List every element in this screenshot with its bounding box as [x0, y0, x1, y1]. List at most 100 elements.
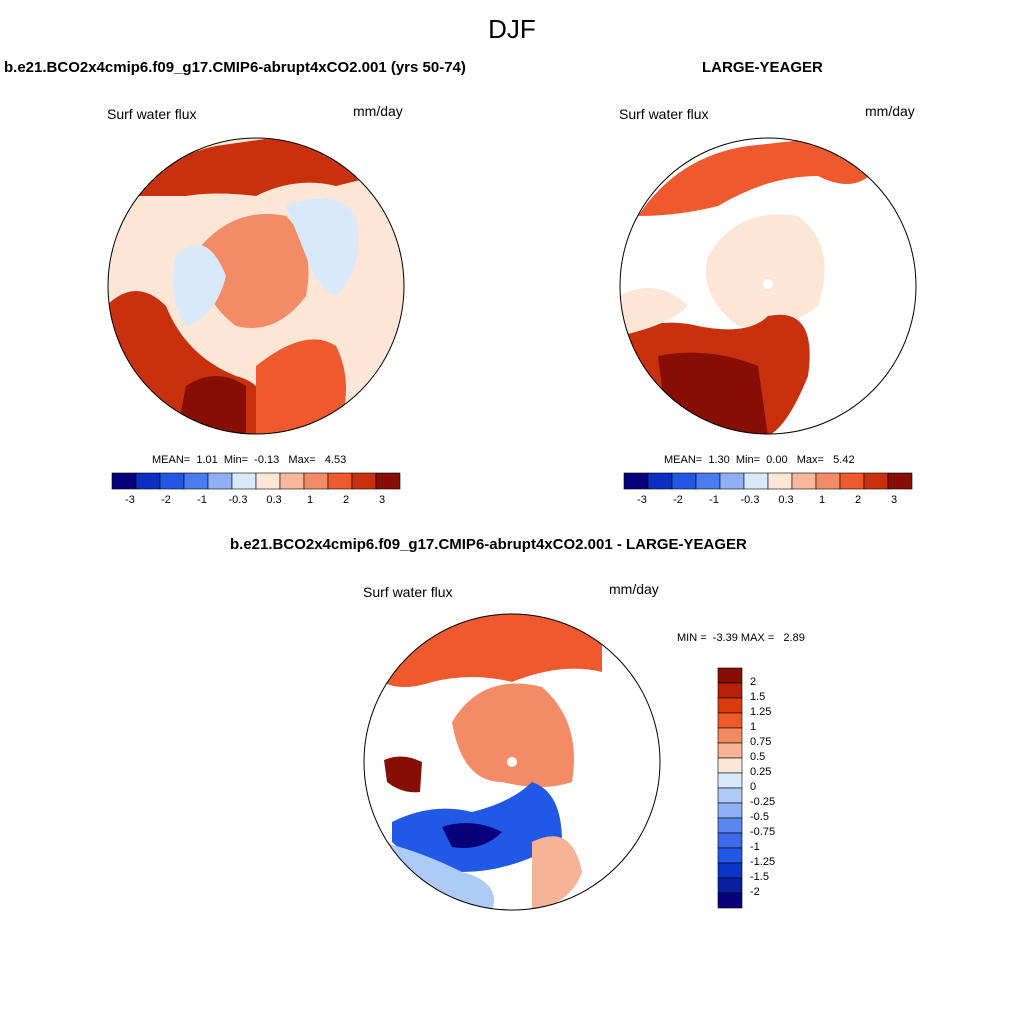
panel3-colorbar-box-2 — [717, 697, 743, 714]
panel2-colorbar-box-10 — [863, 472, 889, 490]
panel2-variable-label: Surf water flux — [619, 106, 709, 122]
panel3-colorbar-box-4 — [717, 727, 743, 744]
panel1-region-greenland — [172, 244, 226, 326]
panel1-colorbar-tick-label: -1 — [197, 494, 207, 506]
panel3-colorbar-tick-label: 0.75 — [750, 736, 772, 748]
panel3-colorbar-box-6 — [717, 757, 743, 774]
panel3-colorbar-tick-label: 1 — [750, 721, 757, 733]
panel2-colorbar-ticks: -3 -2 -1 -0.3 0.3 1 2 3 — [624, 494, 912, 508]
panel2-colorbar-box-2 — [671, 472, 697, 490]
panel1-colorbar-box-3 — [183, 472, 209, 490]
panel3-colorbar-box-13 — [717, 862, 743, 879]
panel1-colorbar-box-9 — [327, 472, 353, 490]
panel3-stats: MIN = -3.39 MAX = 2.89 — [677, 632, 805, 644]
panel3-title: b.e21.BCO2x4cmip6.f09_g17.CMIP6-abrupt4x… — [230, 536, 747, 553]
figure-title: DJF — [488, 14, 536, 44]
panel2-colorbar-box-0 — [623, 472, 649, 490]
panel2-colorbar-box-5 — [743, 472, 769, 490]
panel3-region-arctic-ocean — [452, 683, 574, 787]
panel2-colorbar-tick-label: -3 — [637, 494, 647, 506]
panel3-colorbar-tick-label: -0.25 — [750, 796, 776, 808]
panel2-colorbar-box-7 — [791, 472, 817, 490]
panel1-colorbar-box-4 — [207, 472, 233, 490]
panel2-colorbar-box-3 — [695, 472, 721, 490]
panel3-colorbar-box-8 — [717, 787, 743, 804]
panel3-units-label: mm/day — [609, 581, 659, 597]
panel1-colorbar-box-10 — [351, 472, 377, 490]
panel2-title: LARGE-YEAGER — [702, 59, 823, 76]
panel3-map-boundary — [363, 613, 661, 911]
panel3-colorbar — [717, 667, 743, 909]
panel3-pole-marker — [507, 757, 517, 767]
panel2-colorbar-box-1 — [647, 472, 673, 490]
panel3-colorbar-tick-label: 0.5 — [750, 751, 766, 763]
panel2-region-arctic-ocean — [706, 214, 825, 329]
panel1-region-siberia — [286, 198, 359, 296]
panel1-colorbar-ticks: -3 -2 -1 -0.3 0.3 1 2 3 — [112, 494, 400, 508]
panel2-region-north — [638, 138, 878, 216]
panel3-colorbar-box-12 — [717, 847, 743, 864]
panel3-colorbar-tick-label: 1.25 — [750, 706, 772, 718]
panel3-colorbar-tick-label: 0 — [750, 781, 757, 793]
panel1-colorbar-box-11 — [375, 472, 401, 490]
panel3-colorbar-tick-label: -1 — [750, 841, 760, 853]
panel1-colorbar-tick-label: 1 — [306, 494, 314, 506]
panel1-colorbar-box-2 — [159, 472, 185, 490]
panel2-region-pacific-left — [620, 288, 688, 336]
panel3-colorbar-tick-label: 1.5 — [750, 691, 766, 703]
panel1-colorbar-tick-label: -2 — [161, 494, 171, 506]
panel3-colorbar-box-1 — [717, 682, 743, 699]
panel3-colorbar-tick-label: 2 — [750, 676, 757, 688]
panel1-colorbar-tick-label: 0.3 — [266, 494, 282, 506]
panel2-colorbar-tick-label: 0.3 — [778, 494, 794, 506]
panel3-colorbar-box-3 — [717, 712, 743, 729]
panel2-colorbar — [623, 472, 913, 490]
panel3-colorbar-box-11 — [717, 832, 743, 849]
panel3-polar-map — [363, 613, 661, 911]
panel2-polar-map — [619, 137, 917, 435]
panel1-colorbar-box-6 — [255, 472, 281, 490]
panel3-colorbar-box-14 — [717, 877, 743, 894]
panel2-colorbar-box-4 — [719, 472, 745, 490]
panel2-colorbar-tick-label: -2 — [673, 494, 683, 506]
panel3-colorbar-ticks: 2 1.5 1.25 1 0.75 0.5 0.25 0 -0.25 -0.5 -0.75 -1 -1.… — [750, 668, 810, 908]
panel1-colorbar-box-0 — [111, 472, 137, 490]
panel2-colorbar-tick-label: -0.3 — [740, 494, 760, 506]
panel3-region-europe-dark — [384, 756, 422, 793]
panel3-colorbar-box-5 — [717, 742, 743, 759]
panel1-region-pacific — [256, 339, 346, 434]
panel1-title: b.e21.BCO2x4cmip6.f09_g17.CMIP6-abrupt4x… — [4, 59, 466, 76]
panel1-colorbar — [111, 472, 401, 490]
panel3-region-north — [382, 614, 602, 687]
panel2-colorbar-tick-label: 2 — [854, 494, 862, 506]
panel2-units-label: mm/day — [865, 103, 915, 119]
panel3-colorbar-box-7 — [717, 772, 743, 789]
panel3-variable-label: Surf water flux — [363, 584, 453, 600]
panel1-colorbar-tick-label: -3 — [125, 494, 135, 506]
panel1-variable-label: Surf water flux — [107, 106, 197, 122]
panel1-region-arctic-ocean — [200, 214, 309, 328]
panel3-colorbar-box-15 — [717, 892, 743, 909]
panel1-colorbar-box-7 — [279, 472, 305, 490]
panel1-units-label: mm/day — [353, 103, 403, 119]
panel3-region-blue-core — [442, 823, 502, 848]
panel1-colorbar-tick-label: 2 — [342, 494, 350, 506]
panel3-colorbar-box-10 — [717, 817, 743, 834]
panel3-colorbar-tick-label: 0.25 — [750, 766, 772, 778]
panel2-colorbar-box-8 — [815, 472, 841, 490]
panel2-colorbar-box-6 — [767, 472, 793, 490]
panel2-map-boundary — [619, 137, 917, 435]
panel2-stats: MEAN= 1.30 Min= 0.00 Max= 5.42 — [664, 454, 855, 466]
panel1-map-boundary — [107, 137, 405, 435]
panel3-colorbar-tick-label: -0.75 — [750, 826, 776, 838]
panel1-polar-map — [107, 137, 405, 435]
panel3-colorbar-box-9 — [717, 802, 743, 819]
panel3-colorbar-tick-label: -0.5 — [750, 811, 769, 823]
panel2-colorbar-tick-label: 3 — [890, 494, 898, 506]
panel2-colorbar-tick-label: 1 — [818, 494, 826, 506]
panel3-colorbar-tick-label: -1.5 — [750, 871, 769, 883]
panel3-colorbar-box-0 — [717, 667, 743, 684]
panel3-colorbar-tick-label: -1.25 — [750, 856, 776, 868]
panel1-stats: MEAN= 1.01 Min= -0.13 Max= 4.53 — [152, 454, 347, 466]
panel1-colorbar-box-8 — [303, 472, 329, 490]
